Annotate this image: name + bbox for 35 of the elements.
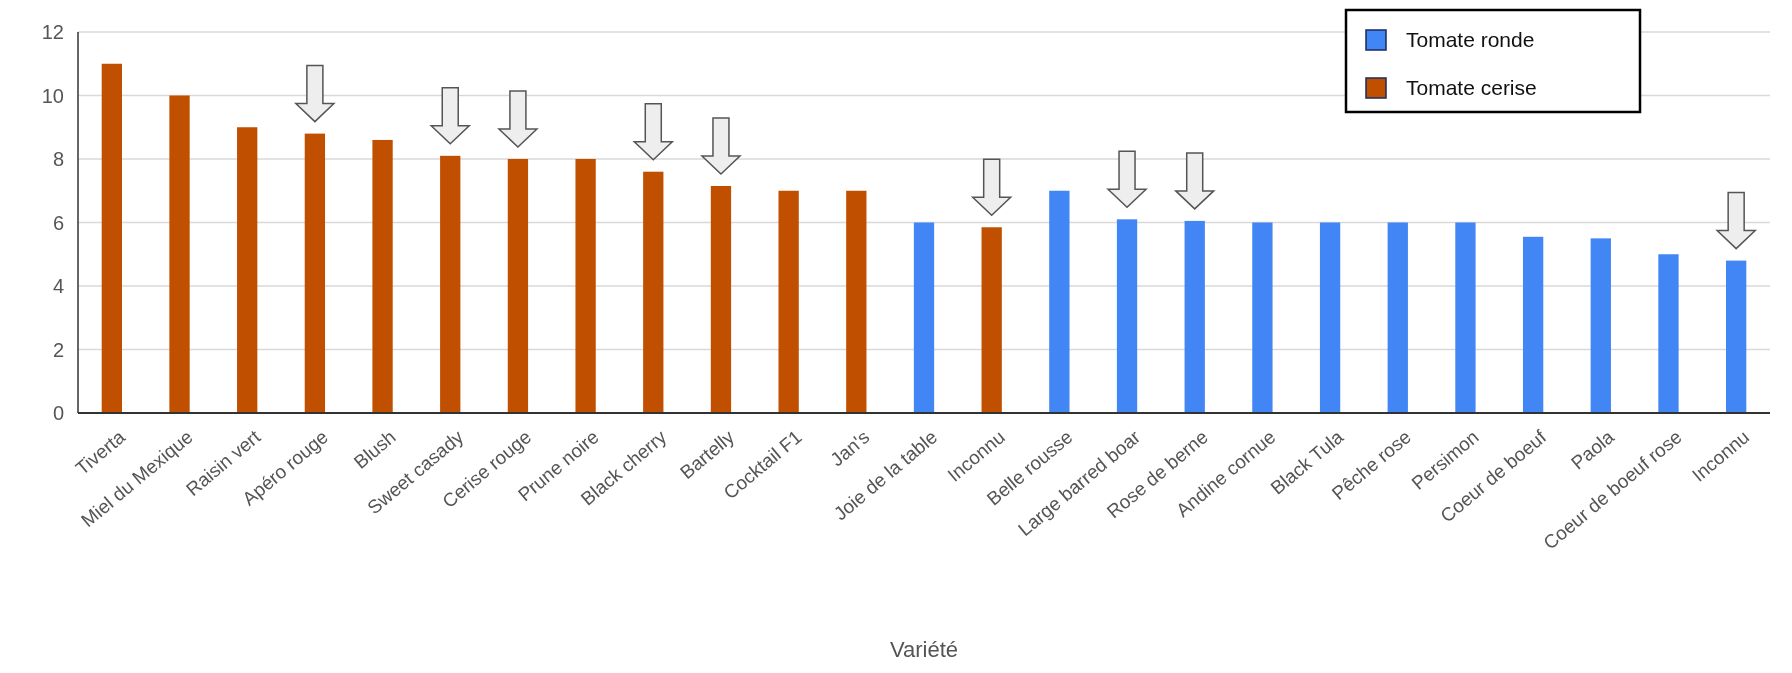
bar [1387, 222, 1408, 413]
y-tick-label: 8 [52, 148, 64, 170]
bar [1049, 190, 1070, 413]
y-tick-label: 6 [52, 211, 64, 234]
legend-label: Tomate cerise [1406, 76, 1537, 100]
y-tick-label: 0 [52, 402, 64, 424]
bar [710, 185, 732, 413]
bar [101, 63, 122, 413]
bar [507, 159, 529, 413]
bar [643, 171, 664, 413]
bar [1590, 238, 1611, 413]
bar [575, 159, 596, 413]
bar [913, 222, 935, 413]
bar [1455, 222, 1476, 413]
bar [440, 155, 461, 413]
bar [1726, 260, 1747, 413]
bar [1658, 254, 1679, 413]
bar [1116, 219, 1138, 413]
y-tick-label: 2 [52, 338, 64, 361]
bar [1522, 236, 1544, 413]
bar [237, 127, 258, 413]
bar [372, 139, 393, 413]
bar [846, 190, 867, 413]
bar [169, 95, 190, 413]
y-tick-label: 10 [41, 84, 64, 107]
bar [778, 190, 799, 413]
x-axis-title: Variété [889, 637, 959, 662]
legend-label: Tomate ronde [1406, 28, 1535, 52]
y-tick-label: 12 [41, 21, 64, 43]
bar [304, 133, 326, 413]
y-tick-label: 4 [52, 275, 64, 297]
bar [981, 227, 1002, 413]
bar [1319, 222, 1341, 413]
bar [1184, 220, 1205, 413]
bar [1252, 222, 1273, 413]
